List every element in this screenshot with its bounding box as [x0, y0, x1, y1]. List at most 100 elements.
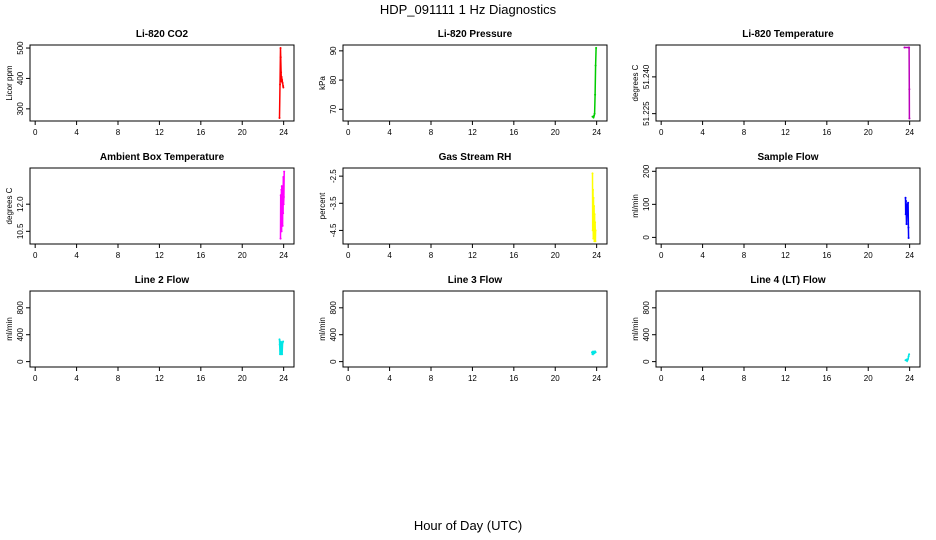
y-axis-label: degrees C [631, 64, 640, 101]
x-tick-label: 16 [196, 251, 205, 260]
panel-title: Line 4 (LT) Flow [750, 275, 826, 286]
data-point [905, 223, 908, 226]
x-tick-label: 24 [279, 128, 288, 137]
x-tick-label: 0 [33, 128, 38, 137]
data-point [594, 221, 597, 224]
x-tick-label: 20 [864, 251, 873, 260]
x-tick-label: 16 [196, 128, 205, 137]
x-tick-label: 4 [387, 128, 392, 137]
data-point [281, 82, 284, 84]
x-tick-label: 4 [387, 251, 392, 260]
x-tick-label: 0 [659, 374, 664, 383]
x-tick-label: 12 [781, 251, 790, 260]
data-point [283, 170, 286, 173]
y-tick-label: 0 [642, 235, 651, 240]
y-tick-label: -4.5 [329, 223, 338, 237]
data-point [906, 203, 909, 206]
y-tick-label: 70 [329, 104, 338, 113]
x-tick-label: 16 [196, 374, 205, 383]
x-tick-label: 0 [346, 251, 351, 260]
x-tick-label: 12 [155, 374, 164, 383]
data-point [594, 93, 597, 96]
x-tick-label: 20 [238, 251, 247, 260]
data-point [593, 205, 596, 207]
x-tick-label: 20 [238, 374, 247, 383]
data-point [280, 71, 283, 74]
y-axis-label: ml/min [631, 317, 640, 341]
plot-frame [655, 290, 921, 368]
plot-frame [29, 44, 295, 122]
x-tick-label: 20 [238, 128, 247, 137]
data-point [907, 355, 910, 358]
panel-3: Li-820 Temperature 0 4 8 12 16 20 24 51.225 51.24… [631, 29, 921, 137]
x-axis-label: Hour of Day (UTC) [413, 518, 523, 533]
x-tick-label: 4 [74, 128, 79, 137]
data-point [904, 213, 907, 216]
data-point [279, 83, 282, 86]
x-tick-label: 20 [864, 374, 873, 383]
x-tick-label: 24 [592, 128, 601, 137]
data-point [282, 203, 285, 206]
data-point [592, 237, 595, 240]
x-tick-label: 12 [155, 251, 164, 260]
y-axis-label: ml/min [5, 317, 14, 341]
x-tick-label: 8 [116, 128, 121, 137]
data-point [905, 200, 908, 203]
data-point [280, 188, 283, 191]
x-tick-label: 0 [346, 128, 351, 137]
data-point [278, 116, 281, 119]
x-tick-label: 4 [387, 374, 392, 383]
x-tick-label: 16 [509, 128, 518, 137]
y-tick-label: 10.5 [16, 223, 25, 239]
x-tick-label: 12 [781, 128, 790, 137]
x-tick-label: 8 [742, 374, 747, 383]
y-tick-label: 51.240 [642, 64, 651, 89]
x-tick-label: 16 [822, 128, 831, 137]
data-point [280, 80, 283, 83]
y-tick-label: 12.0 [16, 196, 25, 212]
x-tick-label: 8 [429, 128, 434, 137]
plot-frame [655, 167, 921, 245]
x-tick-label: 0 [33, 251, 38, 260]
x-tick-label: 12 [468, 128, 477, 137]
y-tick-label: 800 [329, 301, 338, 315]
panel-2: Li-820 Pressure 0 4 8 12 16 20 24 70 80 90 kPa [318, 29, 608, 137]
data-point [903, 46, 906, 49]
data-point [593, 114, 596, 117]
x-tick-label: 8 [429, 251, 434, 260]
y-tick-label: 51.225 [642, 101, 651, 126]
panel-title: Li-820 Temperature [742, 29, 834, 40]
y-tick-label: 800 [642, 301, 651, 315]
data-point [281, 186, 284, 189]
panel-title: Line 2 Flow [135, 275, 190, 286]
x-tick-label: 16 [822, 374, 831, 383]
x-tick-label: 24 [592, 374, 601, 383]
data-point [279, 194, 282, 197]
data-point [907, 226, 910, 229]
x-tick-label: 16 [509, 251, 518, 260]
data-point [907, 357, 910, 360]
data-point [282, 176, 285, 179]
plot-frame [29, 290, 295, 368]
data-point [906, 206, 909, 209]
y-tick-label: 400 [642, 327, 651, 341]
data-point [593, 213, 596, 216]
data-point [281, 224, 284, 227]
x-tick-label: 20 [551, 128, 560, 137]
x-tick-label: 24 [592, 251, 601, 260]
data-point [282, 340, 285, 343]
data-point [279, 47, 282, 50]
x-tick-label: 4 [74, 374, 79, 383]
x-tick-label: 24 [279, 374, 288, 383]
plot-frame [29, 167, 295, 245]
x-tick-label: 12 [468, 251, 477, 260]
y-tick-label: 500 [16, 41, 25, 55]
y-axis-label: percent [318, 192, 327, 219]
y-axis-label: ml/min [318, 317, 327, 341]
y-axis-label: kPa [318, 76, 327, 90]
panel-title: Sample Flow [757, 152, 818, 163]
data-point [908, 88, 911, 91]
data-point [908, 117, 911, 120]
data-point [282, 195, 285, 198]
